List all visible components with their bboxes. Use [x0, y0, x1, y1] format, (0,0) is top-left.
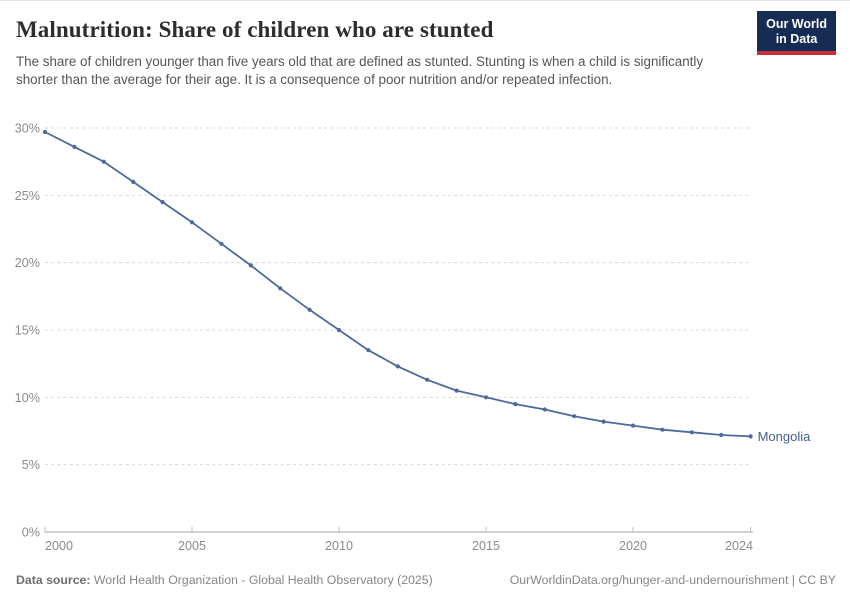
- data-point[interactable]: [189, 220, 195, 225]
- attribution-link[interactable]: OurWorldinData.org/hunger-and-undernouri…: [509, 573, 836, 587]
- page-title: Malnutrition: Share of children who are …: [16, 17, 494, 42]
- data-point[interactable]: [101, 159, 106, 164]
- data-source-value: World Health Organization - Global Healt…: [93, 573, 433, 587]
- entity-label[interactable]: Mongolia: [758, 429, 812, 444]
- data-source: Data source: World Health Organization -…: [16, 573, 433, 587]
- data-point[interactable]: [454, 388, 459, 393]
- data-point[interactable]: [572, 414, 577, 419]
- data-point[interactable]: [278, 286, 283, 291]
- chart-footer: Data source: World Health Organization -…: [16, 573, 836, 587]
- data-point[interactable]: [366, 348, 371, 353]
- data-point[interactable]: [72, 144, 77, 149]
- line-chart-svg[interactable]: 0% 5% 10% 15% 20% 25% 30% 2000 2005 2010 2015 2020 2…: [0, 113, 850, 565]
- y-axis-tick-label: 30%: [15, 122, 40, 136]
- x-axis-tick-label: 2020: [619, 539, 647, 553]
- data-point[interactable]: [248, 263, 253, 268]
- owid-logo-line2: in Data: [775, 32, 818, 46]
- data-point[interactable]: [42, 129, 48, 135]
- x-axis-tick-label: 2024: [725, 539, 753, 553]
- y-axis-tick-label: 5%: [22, 458, 40, 472]
- y-axis-tick-label: 15%: [15, 324, 40, 338]
- data-point[interactable]: [483, 395, 489, 400]
- y-axis-tick-label: 25%: [15, 189, 40, 203]
- data-point[interactable]: [395, 364, 400, 369]
- data-point[interactable]: [219, 241, 224, 246]
- data-point[interactable]: [660, 427, 665, 432]
- chart-subtitle: The share of children younger than five …: [16, 54, 704, 87]
- data-point[interactable]: [307, 307, 312, 312]
- data-point[interactable]: [542, 407, 547, 412]
- owid-logo-line1: Our World: [766, 17, 827, 31]
- y-axis-tick-label: 20%: [15, 256, 40, 270]
- data-point[interactable]: [719, 432, 724, 438]
- data-point[interactable]: [513, 402, 518, 407]
- x-axis-tick-label: 2005: [178, 539, 206, 553]
- x-axis-tick-label: 2000: [45, 539, 73, 553]
- data-point[interactable]: [336, 327, 342, 333]
- data-point[interactable]: [160, 200, 165, 205]
- y-axis-tick-label: 10%: [15, 391, 40, 405]
- x-axis-tick-label: 2010: [325, 539, 353, 553]
- y-axis-tick-label: 0%: [22, 526, 40, 540]
- data-point[interactable]: [131, 179, 136, 184]
- data-source-label: Data source:: [16, 573, 91, 587]
- data-point[interactable]: [748, 434, 753, 439]
- data-point[interactable]: [425, 377, 430, 382]
- owid-logo[interactable]: Our World in Data: [757, 11, 836, 55]
- x-axis-tick-label: 2015: [472, 539, 500, 553]
- chart-header: Malnutrition: Share of children who are …: [0, 1, 850, 89]
- data-point[interactable]: [689, 430, 694, 435]
- line-chart[interactable]: 0% 5% 10% 15% 20% 25% 30% 2000 2005 2010 2015 2020 2…: [0, 113, 850, 565]
- series-line-mongolia[interactable]: [44, 131, 752, 438]
- data-point[interactable]: [601, 419, 606, 424]
- data-point[interactable]: [630, 423, 636, 428]
